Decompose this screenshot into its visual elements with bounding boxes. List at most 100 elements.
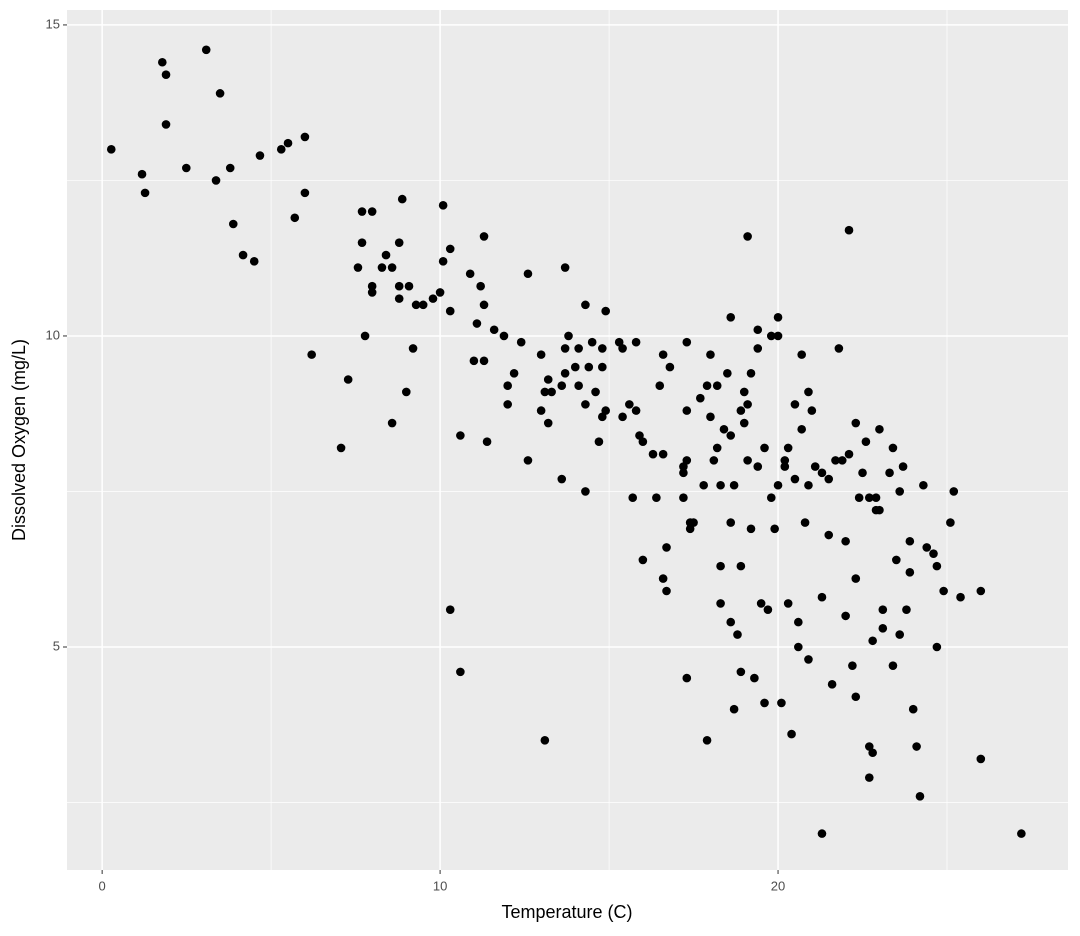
point [662,543,671,552]
point [598,344,607,353]
point [743,400,752,409]
point [844,225,854,235]
point [648,449,658,459]
point [658,574,668,583]
point [225,163,235,173]
point [939,586,948,596]
point [817,592,827,602]
point [679,493,688,502]
point [878,605,888,614]
point [547,387,556,397]
point [479,232,489,241]
point [283,138,293,148]
point [919,480,928,490]
point [367,281,377,291]
point [381,250,391,260]
point [655,381,665,391]
point [888,443,898,453]
point [712,381,722,391]
point [807,406,817,415]
point [702,736,712,745]
point [824,530,834,540]
x-tick-label: 20 [771,878,785,893]
point [435,288,445,297]
point [905,536,915,546]
point [503,381,512,391]
point [929,549,938,558]
point [161,120,171,129]
point [540,387,550,397]
x-axis-title: Temperature (C) [501,902,632,922]
y-axis-title: Dissolved Oxygen (mg/L) [9,339,29,541]
point [689,518,698,527]
point [790,400,800,409]
point [682,406,692,415]
point [428,294,438,303]
point [106,145,116,154]
point [746,368,756,378]
point [736,561,746,571]
point [598,362,607,372]
point [601,406,610,415]
point [581,400,590,409]
point [397,194,407,204]
point [726,617,736,627]
point [932,642,942,652]
point [888,661,898,670]
point [736,667,746,677]
point [581,300,590,310]
point [922,543,932,552]
point [827,680,837,689]
point [763,605,773,614]
point [360,331,370,341]
point [476,281,485,291]
point [726,431,736,440]
point [377,263,387,272]
point [753,462,763,471]
point [658,449,668,459]
point [503,400,512,409]
point [394,281,404,291]
point [523,269,533,279]
point [783,599,793,608]
point [536,406,546,415]
point [875,424,884,434]
point [499,331,509,341]
point [908,704,918,714]
y-tick-label: 5 [53,638,60,653]
point [290,213,300,223]
point [895,630,905,639]
point [581,487,590,496]
point [743,232,752,241]
point [817,468,827,478]
point [469,356,479,366]
point [716,561,725,571]
point [557,474,567,484]
point [628,493,638,502]
point [140,188,150,198]
point [343,375,353,384]
point [800,518,810,527]
x-tick-label: 10 [433,878,447,893]
point [631,406,641,415]
y-tick-label: 10 [46,327,60,342]
x-tick-label: 0 [99,878,106,893]
point [404,281,414,291]
point [841,611,850,621]
point [773,331,783,341]
point [770,524,779,534]
point [750,673,759,683]
point [158,57,167,67]
point [570,362,580,372]
point [797,350,806,359]
point [238,250,248,260]
point [739,387,749,397]
point [898,462,908,471]
point [638,437,648,447]
point [777,698,786,708]
point [797,424,806,434]
point [905,568,915,577]
point [851,692,861,702]
point [276,145,286,154]
point [249,257,259,266]
